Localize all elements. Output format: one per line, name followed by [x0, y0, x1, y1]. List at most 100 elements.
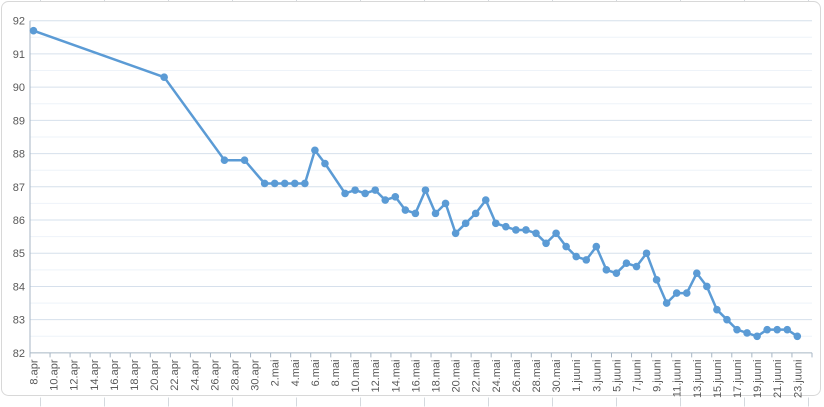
x-axis-label: 22.mai: [471, 360, 483, 393]
data-point: [471, 209, 480, 218]
data-point: [291, 179, 299, 188]
y-axis-label: 83: [13, 315, 25, 327]
data-point: [220, 156, 229, 165]
x-axis-label: 23.juuni: [792, 360, 804, 399]
x-axis-label: 16.apr: [109, 359, 121, 391]
y-axis-label: 84: [13, 281, 25, 293]
data-point: [280, 179, 289, 188]
y-axis-label: 88: [13, 149, 25, 161]
data-point: [301, 179, 309, 188]
data-point: [542, 239, 550, 248]
data-point: [662, 299, 671, 307]
x-axis-label: 26.mai: [511, 360, 523, 393]
data-point: [723, 315, 731, 324]
data-point: [421, 186, 430, 194]
data-point: [622, 259, 631, 268]
data-point: [160, 73, 168, 81]
chart-border: [1, 1, 821, 396]
data-point: [703, 282, 711, 291]
data-point: [783, 325, 792, 334]
data-point: [693, 269, 701, 277]
x-axis-label: 18.mai: [431, 360, 443, 393]
x-axis-label: 7.juuni: [632, 360, 644, 392]
x-axis-label: 8.mai: [330, 360, 342, 387]
x-axis-label: 19.juuni: [752, 360, 764, 399]
data-point: [612, 269, 621, 277]
data-point: [582, 256, 591, 264]
x-axis-label: 10.apr: [49, 359, 61, 391]
x-axis-label: 30.apr: [250, 359, 262, 391]
data-point: [512, 226, 520, 234]
x-axis-label: 18.apr: [129, 359, 141, 391]
x-axis-label: 22.apr: [169, 359, 181, 391]
x-axis-label: 30.mai: [551, 360, 563, 393]
data-point: [743, 329, 751, 337]
data-point: [602, 266, 611, 274]
x-axis-label: 14.mai: [390, 360, 402, 393]
data-point: [260, 179, 269, 188]
data-point: [713, 305, 721, 314]
data-point: [341, 189, 349, 198]
y-axis-label: 85: [13, 248, 25, 260]
x-axis-label: 20.mai: [451, 360, 463, 393]
data-point: [753, 332, 761, 341]
data-point: [371, 186, 380, 194]
x-axis-label: 14.apr: [89, 359, 101, 391]
data-point: [763, 325, 771, 334]
y-axis-label: 92: [13, 16, 25, 28]
data-point: [270, 179, 279, 188]
data-point: [481, 196, 490, 204]
x-axis-label: 26.apr: [209, 359, 221, 391]
data-point: [361, 189, 369, 198]
y-axis-label: 91: [13, 49, 25, 61]
data-point: [311, 146, 319, 155]
x-axis-label: 17.juuni: [732, 360, 744, 399]
x-axis-label: 21.juuni: [772, 360, 784, 399]
data-point: [682, 289, 691, 297]
data-point: [411, 209, 420, 218]
y-axis-label: 90: [13, 82, 25, 94]
x-axis-label: 4.mai: [290, 360, 302, 387]
x-axis-label: 12.mai: [370, 360, 382, 393]
data-point: [451, 229, 460, 238]
data-point: [441, 199, 450, 208]
data-point: [391, 192, 400, 201]
x-axis-label: 24.apr: [189, 359, 201, 391]
y-axis-label: 82: [13, 348, 25, 360]
x-axis-label: 2.mai: [270, 360, 282, 387]
x-axis-label: 12.apr: [69, 359, 81, 391]
data-point: [492, 219, 500, 228]
data-point: [240, 156, 249, 165]
x-axis-label: 10.mai: [350, 360, 362, 393]
data-point: [401, 206, 410, 214]
data-point: [642, 249, 651, 258]
data-point: [321, 159, 329, 168]
x-axis-label: 28.mai: [531, 360, 543, 393]
x-axis-label: 3.juuni: [591, 360, 603, 392]
data-point: [562, 242, 570, 251]
data-point: [733, 325, 741, 334]
x-axis-label: 9.juuni: [652, 360, 664, 392]
x-axis-label: 20.apr: [149, 359, 161, 391]
y-axis-label: 86: [13, 215, 25, 227]
x-axis-label: 8.apr: [29, 359, 41, 384]
x-axis-label: 24.mai: [491, 360, 503, 393]
y-axis-label: 87: [13, 182, 25, 194]
x-axis-label: 28.apr: [230, 359, 242, 391]
data-point: [672, 289, 681, 297]
data-point: [592, 242, 601, 251]
x-axis-label: 5.juuni: [611, 360, 623, 392]
data-point: [351, 186, 359, 194]
data-point: [431, 209, 440, 218]
data-point: [502, 222, 510, 231]
x-axis-label: 6.mai: [310, 360, 322, 387]
y-axis-label: 89: [13, 115, 25, 127]
data-point: [532, 229, 540, 238]
data-point: [522, 226, 530, 234]
x-axis-label: 1.juuni: [571, 360, 583, 392]
data-point: [572, 252, 580, 261]
x-axis-label: 11.juuni: [672, 360, 684, 398]
data-point: [652, 276, 661, 284]
data-point: [793, 332, 802, 341]
